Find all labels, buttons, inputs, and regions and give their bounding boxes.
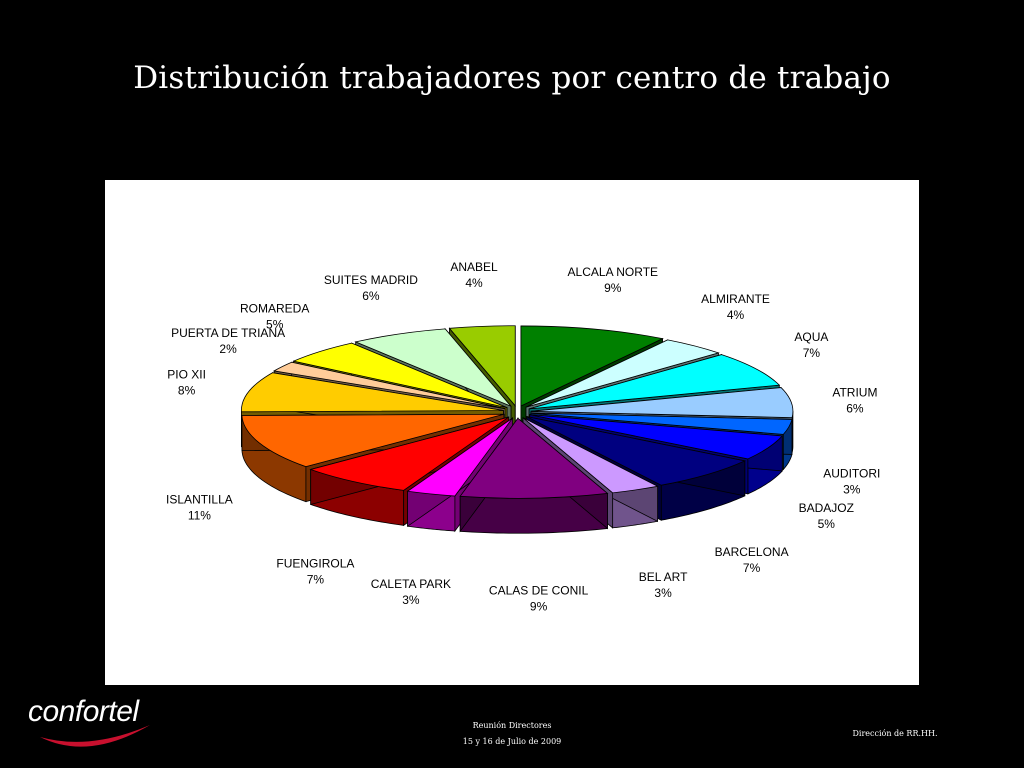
data-label: BEL ART 3%	[639, 570, 688, 600]
data-label: ROMAREDA 5%	[240, 301, 309, 331]
data-label: SUITES MADRID 6%	[324, 273, 418, 303]
pie-chart: ALCALA NORTE 9% ALMIRANTE 4% AQUA 7%ATRIUM 6% A…	[166, 260, 880, 614]
slide-title: Distribución trabajadores por centro de …	[133, 60, 891, 96]
pie-slice-islantilla	[241, 413, 505, 468]
pie-slice-auditori	[530, 412, 793, 435]
pie-slice-anabel	[448, 325, 516, 407]
pie-slice-caleta-park	[406, 417, 513, 497]
data-label: FUENGIROLA 7%	[276, 556, 354, 586]
data-label: PIO XII 8%	[167, 368, 206, 398]
data-label: BADAJOZ 5%	[799, 501, 854, 531]
pie-slice-fuengirola	[309, 416, 509, 491]
data-label: AUDITORI 3%	[823, 467, 880, 497]
pie-slice-atrium	[530, 387, 794, 419]
data-label: CALAS DE CONIL 9%	[489, 584, 589, 614]
data-label: ALMIRANTE 4%	[701, 292, 770, 322]
logo-swoosh-icon	[40, 725, 150, 747]
pie-slice-alcala-norte	[520, 325, 664, 407]
data-label: ALCALA NORTE 9%	[568, 265, 658, 295]
pie-slice-almirante	[525, 339, 720, 408]
pie-slice-barcelona	[526, 416, 747, 486]
pie-slice-aqua	[529, 354, 781, 410]
pie-slice-calas-de-conil	[459, 417, 609, 499]
pie-slice-badajoz	[529, 414, 784, 460]
footer-department: Dirección de RR.HH.	[852, 729, 938, 738]
pie-slice-pio-xii	[241, 372, 504, 413]
pie-chart-panel: ALCALA NORTE 9% ALMIRANTE 4% AQUA 7% ATRIUM 6% A…	[105, 180, 919, 685]
data-label: ATRIUM 6%	[832, 385, 877, 415]
footer-meeting: Reunión Directores	[472, 721, 552, 730]
footer-dates: 15 y 16 de Julio de 2009	[462, 737, 562, 746]
pie-slice-bel-art	[522, 417, 659, 494]
pie-slice-romareda	[292, 342, 508, 408]
logo-wordmark: confortel	[28, 695, 139, 728]
data-label: ISLANTILLA 11%	[166, 493, 233, 523]
data-label: PUERTA DE TRIANA 2%	[171, 326, 285, 356]
data-label: CALETA PARK 3%	[371, 577, 451, 607]
pie-slice-puerta-de-triana	[272, 361, 506, 410]
data-label: BARCELONA 7%	[715, 545, 789, 575]
confortel-logo: confortel	[28, 695, 158, 755]
data-label: AQUA 7%	[794, 330, 828, 360]
pie-slice-suites-madrid	[354, 328, 512, 407]
data-label: ANABEL 4%	[450, 260, 498, 290]
